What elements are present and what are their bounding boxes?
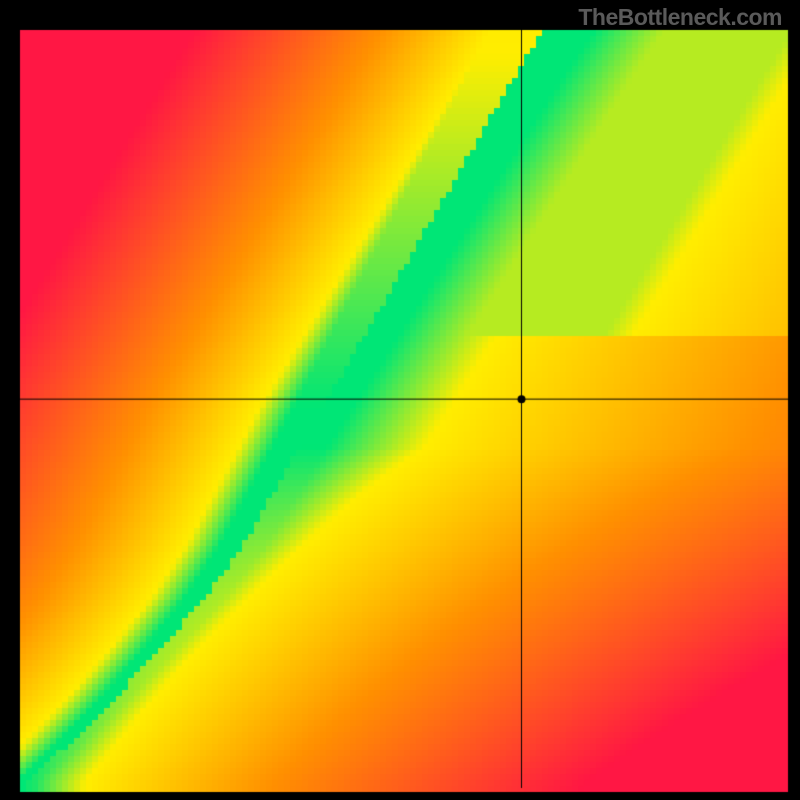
watermark-text: TheBottleneck.com — [578, 4, 782, 31]
chart-container: TheBottleneck.com — [0, 0, 800, 800]
bottleneck-heatmap — [0, 0, 800, 800]
